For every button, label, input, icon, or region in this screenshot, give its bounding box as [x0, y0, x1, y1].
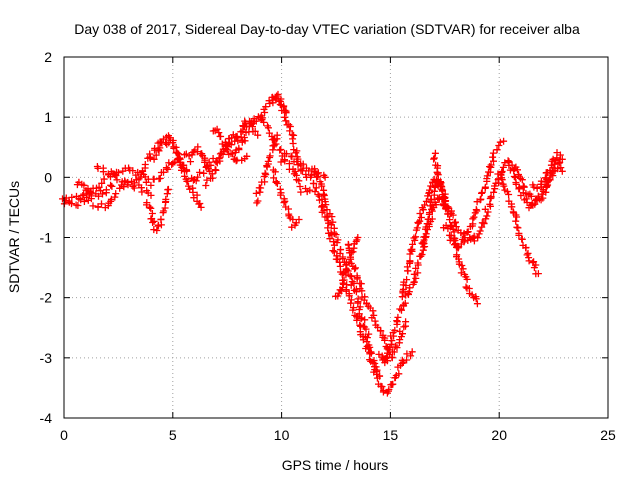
series-markers: [398, 155, 564, 301]
series-markers: [430, 149, 449, 205]
series-track-9: [209, 125, 251, 165]
series-markers: [269, 166, 303, 231]
series-track-25: [529, 149, 566, 192]
y-tick-label: 0: [44, 169, 52, 185]
plot-area: [59, 90, 566, 397]
x-tick-label: 25: [600, 427, 616, 443]
x-tick-label: 5: [169, 427, 177, 443]
series-markers: [252, 131, 281, 207]
series-markers: [150, 132, 205, 211]
series-markers: [59, 139, 188, 212]
y-tick-label: -2: [40, 290, 53, 306]
y-axis-label: SDTVAR / TECUs: [6, 181, 22, 293]
x-axis-label: GPS time / hours: [282, 457, 389, 473]
y-tick-label: 1: [44, 109, 52, 125]
series-track-21: [430, 149, 449, 205]
series-markers: [529, 149, 566, 192]
series-markers: [494, 170, 542, 278]
series-track-13: [269, 166, 303, 231]
series-markers: [505, 160, 566, 212]
series-markers: [268, 94, 318, 181]
x-tick-label: 15: [383, 427, 399, 443]
series-track-24: [505, 160, 566, 212]
series-track-4: [93, 163, 155, 199]
series-track-11: [252, 131, 281, 207]
series-track-6: [150, 132, 205, 211]
series-track-23: [494, 170, 542, 278]
series-markers: [143, 185, 172, 234]
y-tick-label: -4: [40, 410, 53, 426]
x-axis-tick-labels: 0 5 10 15 20 25: [60, 427, 616, 443]
chart-title: Day 038 of 2017, Sidereal Day-to-day VTE…: [74, 21, 580, 37]
x-tick-label: 10: [274, 427, 290, 443]
series-track-19: [398, 155, 564, 301]
series-markers: [73, 178, 116, 200]
series-markers: [209, 125, 251, 165]
y-tick-label: -1: [40, 230, 53, 246]
series-track-22: [440, 137, 508, 252]
axis-ticks: [63, 56, 609, 419]
series-markers: [93, 163, 155, 199]
y-tick-label: 2: [44, 49, 52, 65]
series-track-5: [143, 185, 172, 234]
y-tick-label: -3: [40, 350, 53, 366]
series-track-17: [344, 240, 410, 362]
series-track-12: [268, 94, 318, 181]
x-tick-label: 20: [491, 427, 507, 443]
x-tick-label: 0: [60, 427, 68, 443]
series-track-3: [73, 178, 116, 200]
y-axis-tick-labels: -4 -3 -2 -1 0 1 2: [40, 49, 53, 426]
series-markers: [181, 143, 214, 175]
series-track-2: [59, 139, 188, 212]
series-markers: [344, 240, 410, 362]
series-track-7: [181, 143, 214, 175]
series-markers: [440, 137, 508, 252]
